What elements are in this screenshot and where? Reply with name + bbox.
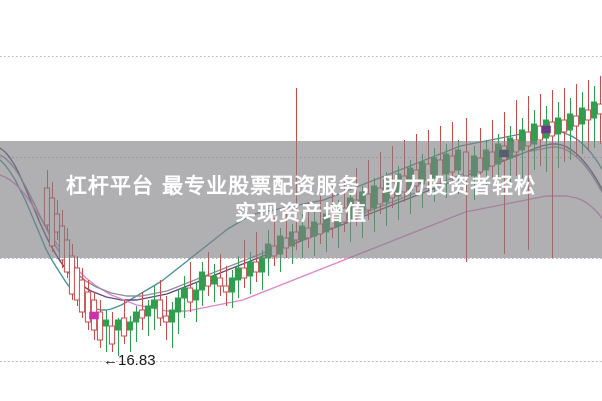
price-label-annotation: ←16.83 bbox=[103, 352, 156, 369]
promo-headline-line-1: 杠杆平台 最专业股票配资服务，助力投资者轻松 bbox=[65, 174, 537, 199]
promo-text-overlay: 杠杆平台 最专业股票配资服务，助力投资者轻松 实现资产增值 bbox=[0, 141, 602, 258]
promo-headline-line-2: 实现资产增值 bbox=[235, 200, 367, 225]
